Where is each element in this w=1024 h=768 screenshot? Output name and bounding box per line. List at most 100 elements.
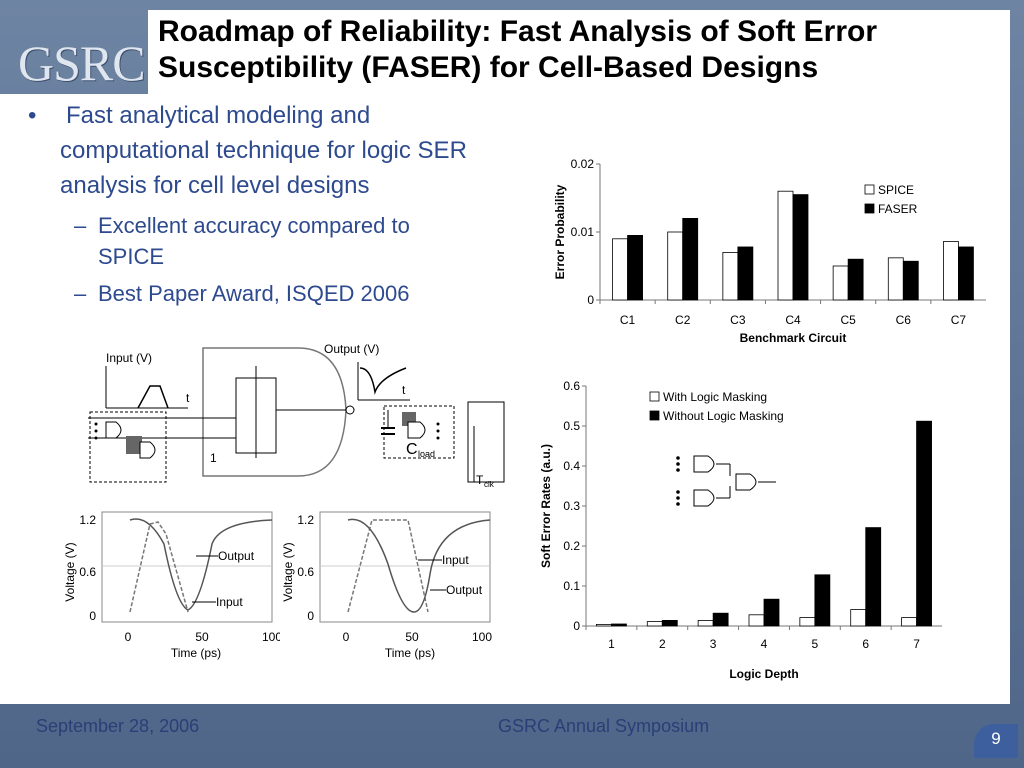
ytick-label: 0.6: [563, 379, 580, 393]
bar-without-logic-masking: [712, 612, 729, 627]
input-curve-label: Input: [216, 595, 243, 609]
bar-with-logic-masking: [850, 609, 867, 627]
circuit-diagram: Input (V) t 1 Output (V) t C load: [88, 342, 505, 489]
cload-label: C: [406, 441, 418, 458]
bar-without-logic-masking: [611, 623, 627, 627]
output-curve-label: Output: [446, 583, 483, 597]
logic-gates-inset: [676, 455, 776, 507]
bar-faser: [737, 246, 754, 301]
ytick-label: 0: [89, 609, 96, 623]
bar-faser: [627, 235, 643, 301]
bar-faser: [847, 258, 864, 301]
ytick-label: 0: [573, 619, 580, 633]
ytick-label: 0.02: [571, 157, 595, 171]
bar-spice: [612, 238, 628, 301]
slide-title: Roadmap of Reliability: Fast Analysis of…: [158, 15, 878, 84]
xtick-label: 4: [761, 637, 768, 651]
xtick-label: C5: [840, 313, 856, 327]
bar-faser: [682, 218, 699, 301]
xtick-label: 0: [125, 630, 132, 644]
gsrc-logo: GSRC: [6, 14, 146, 91]
footer-date: September 28, 2006: [36, 716, 200, 736]
sub-bullet-line: Best Paper Award, ISQED 2006: [98, 281, 410, 306]
ytick-label: 1.2: [297, 513, 314, 527]
legend-label: With Logic Masking: [663, 390, 767, 404]
bar-faser: [902, 260, 919, 301]
input-label: Input (V): [106, 351, 152, 365]
footer-event: GSRC Annual Symposium: [498, 716, 710, 736]
xtick-label: 2: [659, 637, 666, 651]
y-axis-label: Voltage (V): [63, 542, 77, 601]
bar-without-logic-masking: [661, 619, 678, 627]
bar-with-logic-masking: [799, 617, 816, 627]
xtick-label: C1: [620, 313, 636, 327]
xtick-label: 6: [862, 637, 869, 651]
ytick-label: 0.1: [563, 579, 580, 593]
bullet-marker: •: [28, 102, 37, 129]
bar-with-logic-masking: [697, 619, 714, 627]
bullet-line: computational technique for logic SER: [60, 137, 467, 164]
xtick-label: 1: [608, 637, 615, 651]
xtick-label: C2: [675, 313, 691, 327]
ytick-label: 0: [307, 609, 314, 623]
tclk-subscript: clk: [484, 480, 495, 489]
bar-spice: [887, 257, 904, 301]
bar-with-logic-masking: [748, 614, 765, 627]
x-axis-label: Benchmark Circuit: [740, 331, 847, 345]
x-axis-label: Time (ps): [385, 646, 435, 660]
bar-with-logic-masking: [646, 621, 663, 627]
y-axis-label: Error Probability: [553, 184, 567, 279]
sub-bullet-marker: –: [74, 213, 87, 238]
xtick-label: 5: [812, 637, 819, 651]
output-curve-label: Output: [218, 549, 255, 563]
waveform-plot-right: 1.2 0.6 0 0 50 100 Time (ps) Voltage (V)…: [281, 511, 492, 660]
legend-label: Without Logic Masking: [663, 409, 784, 423]
bar-without-logic-masking: [814, 574, 831, 627]
ytick-label: 0.01: [571, 225, 595, 239]
output-label: Output (V): [324, 342, 379, 356]
ytick-label: 0: [587, 293, 594, 307]
ytick-label: 0.3: [563, 499, 580, 513]
logo-text: GSRC: [18, 35, 146, 91]
xtick-label: C7: [951, 313, 967, 327]
sub-bullet-line: Excellent accuracy compared to: [98, 213, 410, 238]
xtick-label: 3: [710, 637, 717, 651]
bar-without-logic-masking: [916, 420, 932, 627]
xtick-label: 7: [913, 637, 920, 651]
tclk-label: T: [476, 473, 484, 487]
xtick-label: C6: [896, 313, 912, 327]
ytick-label: 1.2: [79, 513, 96, 527]
bar-without-logic-masking: [865, 527, 882, 627]
xtick-label: 50: [405, 630, 419, 644]
legend-swatch: [864, 203, 875, 214]
legend-swatch: [649, 391, 660, 402]
legend-swatch: [649, 410, 660, 421]
x-axis-label: Logic Depth: [729, 667, 798, 681]
xtick-label: C4: [785, 313, 801, 327]
bar-spice: [943, 241, 959, 301]
bar-faser: [958, 246, 974, 301]
bar-faser: [792, 194, 809, 301]
page-number: 9: [974, 724, 1018, 758]
xtick-label: 100: [472, 630, 492, 644]
bar-spice: [777, 190, 794, 301]
ytick-label: 0.5: [563, 419, 580, 433]
chart-soft-error-rates: 0 0.1 0.2 0.3 0.4 0.5 0.6 1 2 3 4 5 6 7 Logic Depth Sof…: [539, 379, 942, 681]
bar-without-logic-masking: [763, 598, 780, 627]
legend-label: FASER: [878, 202, 918, 216]
y-axis-label: Soft Error Rates (a.u.): [539, 444, 553, 568]
bar-spice: [722, 252, 739, 301]
input-t-label: t: [186, 391, 190, 405]
waveform-plot-left: 1.2 0.6 0 0 50 100 Time (ps) Voltage (V)…: [63, 511, 280, 660]
ytick-label: 0.6: [297, 565, 314, 579]
legend-swatch: [864, 184, 875, 195]
xtick-label: C3: [730, 313, 746, 327]
cload-subscript: load: [418, 449, 435, 459]
ytick-label: 0.2: [563, 539, 580, 553]
xtick-label: 0: [343, 630, 350, 644]
legend-label: SPICE: [878, 183, 914, 197]
bar-with-logic-masking: [901, 617, 917, 627]
ytick-label: 0.6: [79, 565, 96, 579]
ytick-label: 0.4: [563, 459, 580, 473]
